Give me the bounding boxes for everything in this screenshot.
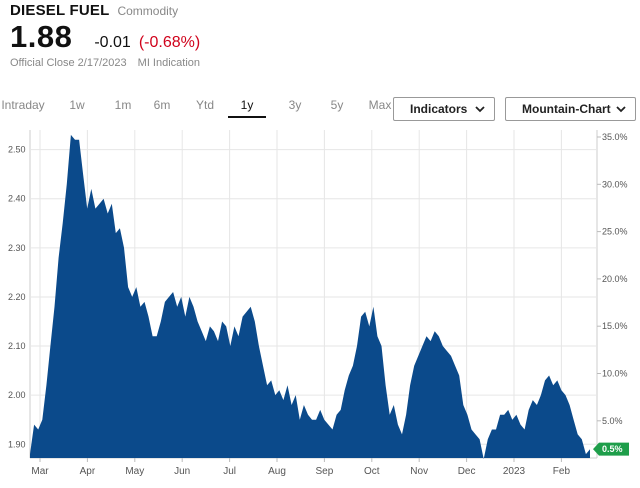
indicators-label: Indicators	[410, 102, 468, 116]
x-tick-label: Nov	[410, 466, 428, 477]
x-tick-label: Jun	[174, 466, 190, 477]
x-tick-label: May	[125, 466, 144, 477]
tab-ytd[interactable]: Ytd	[195, 98, 214, 112]
instrument-title: DIESEL FUEL	[10, 2, 110, 19]
tab-1w[interactable]: 1w	[69, 98, 85, 112]
x-tick-label: 2023	[503, 466, 526, 477]
tab-intraday[interactable]: Intraday	[1, 98, 45, 112]
chart-toolbar: Intraday 1w 1m 6m Ytd 1y 3y 5y Max Indic…	[0, 94, 640, 122]
quote-header: DIESEL FUEL Commodity 1.88 -0.01 (-0.68%…	[10, 2, 630, 69]
tab-3y[interactable]: 3y	[288, 98, 302, 112]
indicators-dropdown[interactable]: Indicators	[393, 97, 495, 121]
price-change: -0.01	[94, 34, 131, 51]
tab-5y[interactable]: 5y	[330, 98, 344, 112]
tab-1m[interactable]: 1m	[114, 98, 132, 112]
right-tick-label: 35.0%	[602, 132, 628, 142]
chart-type-label: Mountain-Chart	[522, 102, 611, 116]
price-area-series	[30, 134, 590, 459]
left-tick-label: 2.00	[8, 390, 26, 400]
current-value-label: 0.5%	[602, 444, 623, 454]
right-y-axis: 35.0% 30.0% 25.0% 20.0% 15.0% 10.0% 5.0%	[597, 132, 628, 426]
right-tick-label: 10.0%	[602, 369, 628, 379]
x-tick-label: Jul	[223, 466, 236, 477]
x-tick-label: Aug	[268, 466, 286, 477]
right-tick-label: 20.0%	[602, 274, 628, 284]
indication-label: MI Indication	[137, 57, 201, 69]
close-info: Official Close 2/17/2023 MI Indication	[10, 57, 630, 69]
x-tick-label: Sep	[316, 466, 334, 477]
left-tick-label: 2.10	[8, 341, 26, 351]
x-tick-label: Oct	[364, 466, 380, 477]
right-tick-label: 30.0%	[602, 179, 628, 189]
tab-max[interactable]: Max	[368, 98, 392, 112]
x-tick-label: Feb	[553, 466, 571, 477]
left-tick-label: 2.30	[8, 243, 26, 253]
left-tick-label: 1.90	[8, 439, 26, 449]
x-tick-label: Dec	[458, 466, 476, 477]
last-price: 1.88	[10, 19, 73, 54]
chart-type-dropdown[interactable]: Mountain-Chart	[505, 97, 636, 121]
tab-6m[interactable]: 6m	[153, 98, 171, 112]
x-axis: Mar Apr May Jun Jul Aug Sep Oct Nov Dec 2023 Feb	[31, 458, 570, 477]
price-change-percent: (-0.68%)	[138, 34, 201, 51]
x-tick-label: Apr	[80, 466, 96, 477]
official-close-label: Official Close 2/17/2023	[10, 57, 127, 69]
left-tick-label: 2.50	[8, 145, 26, 155]
tab-1y[interactable]: 1y	[228, 94, 266, 118]
left-tick-label: 2.40	[8, 194, 26, 204]
right-tick-label: 5.0%	[602, 416, 623, 426]
right-tick-label: 15.0%	[602, 321, 628, 331]
current-value-badge-shape	[593, 442, 629, 456]
current-value-badge: 0.5%	[593, 442, 629, 456]
timeframe-tabs: Intraday 1w 1m 6m Ytd 1y 3y 5y Max	[0, 94, 400, 118]
right-tick-label: 25.0%	[602, 227, 628, 237]
chevron-down-icon	[616, 106, 626, 113]
instrument-type: Commodity	[117, 4, 179, 18]
left-tick-label: 2.20	[8, 292, 26, 302]
left-y-axis: 2.50 2.40 2.30 2.20 2.10 2.00 1.90	[8, 145, 26, 450]
chevron-down-icon	[475, 106, 485, 113]
x-tick-label: Mar	[31, 466, 49, 477]
price-chart[interactable]: 2.50 2.40 2.30 2.20 2.10 2.00 1.90 35.0% 30.0% 2…	[0, 128, 640, 488]
